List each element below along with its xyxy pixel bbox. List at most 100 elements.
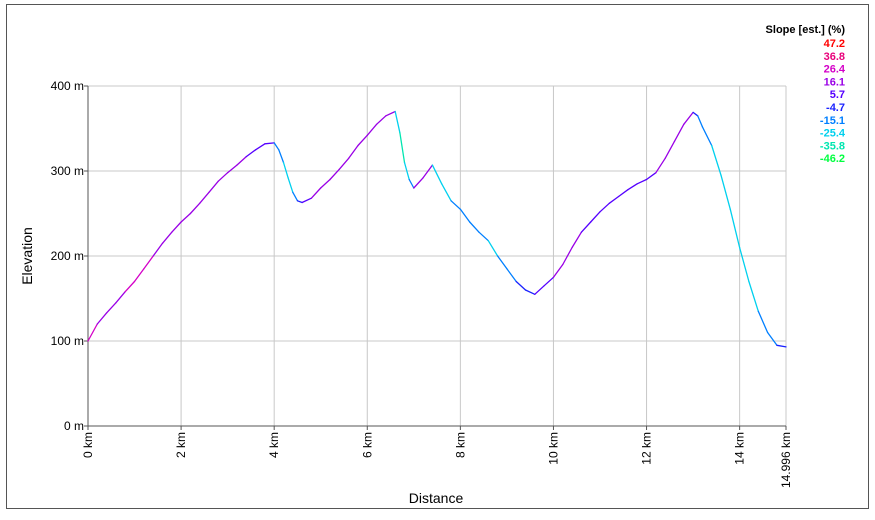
y-tick-label: 100 m bbox=[51, 334, 84, 348]
x-tick-label: 0 km bbox=[81, 432, 95, 458]
elevation-segment bbox=[413, 177, 424, 189]
elevation-segment bbox=[580, 221, 592, 233]
elevation-segment bbox=[208, 180, 219, 193]
slope-legend: Slope [est.] (%) 47.236.826.416.15.7-4.7… bbox=[766, 24, 846, 165]
elevation-segment bbox=[264, 142, 275, 145]
legend-entry: 47.2 bbox=[824, 38, 845, 50]
elevation-segment bbox=[245, 149, 257, 158]
legend-title: Slope [est.] (%) bbox=[766, 24, 846, 36]
elevation-segment bbox=[96, 312, 108, 325]
y-tick-label: 300 m bbox=[51, 164, 84, 178]
elevation-segment bbox=[408, 178, 415, 189]
legend-entry: -35.8 bbox=[820, 140, 845, 152]
elevation-segment bbox=[273, 142, 280, 151]
legend-entry: 36.8 bbox=[824, 51, 845, 63]
elevation-segment bbox=[236, 155, 247, 166]
elevation-segment bbox=[552, 263, 564, 278]
elevation-segment bbox=[450, 200, 462, 210]
elevation-segment bbox=[562, 246, 573, 266]
elevation-segment bbox=[711, 144, 722, 176]
legend-entry: -15.1 bbox=[820, 115, 845, 127]
elevation-segment bbox=[617, 189, 629, 198]
x-tick-label: 12 km bbox=[640, 432, 654, 465]
elevation-segment bbox=[105, 302, 117, 314]
elevation-segment bbox=[375, 115, 387, 125]
elevation-segment bbox=[278, 149, 285, 164]
y-tick-label: 0 m bbox=[64, 419, 84, 433]
legend-entry: -4.7 bbox=[826, 102, 845, 114]
elevation-segment bbox=[301, 197, 313, 204]
elevation-segment bbox=[496, 255, 508, 270]
y-tick-label: 200 m bbox=[51, 249, 84, 263]
elevation-segment bbox=[143, 255, 154, 270]
legend-entry: -46.2 bbox=[820, 153, 845, 165]
legend-entry: 26.4 bbox=[824, 64, 846, 76]
elevation-segment bbox=[599, 202, 610, 213]
elevation-segment bbox=[385, 110, 396, 117]
elevation-segment bbox=[115, 291, 126, 304]
elevation-segment bbox=[524, 289, 536, 295]
elevation-segment bbox=[180, 212, 192, 223]
elevation-segment bbox=[189, 202, 201, 215]
elevation-segment bbox=[645, 172, 657, 181]
elevation-segment bbox=[655, 157, 666, 174]
elevation-segment bbox=[720, 174, 731, 210]
elevation-line bbox=[87, 110, 787, 348]
elevation-segment bbox=[697, 115, 704, 128]
elevation-segment bbox=[543, 276, 555, 287]
elevation-segment bbox=[506, 268, 517, 283]
x-tick-label: 8 km bbox=[453, 432, 467, 458]
elevation-segment bbox=[664, 140, 676, 159]
elevation-segment bbox=[571, 231, 583, 249]
elevation-segment bbox=[124, 280, 136, 293]
elevation-segment bbox=[673, 123, 685, 142]
elevation-segment bbox=[534, 285, 545, 295]
elevation-segment bbox=[590, 211, 601, 223]
axes bbox=[84, 85, 787, 430]
x-tick-label: 4 km bbox=[267, 432, 281, 458]
elevation-segment bbox=[199, 191, 210, 204]
elevation-segment bbox=[683, 111, 694, 125]
y-tick-label: 400 m bbox=[51, 79, 84, 93]
y-axis-title: Elevation bbox=[19, 227, 35, 285]
elevation-segment bbox=[320, 178, 331, 189]
elevation-segment bbox=[152, 242, 164, 257]
x-tick-label: 10 km bbox=[546, 432, 560, 465]
elevation-segment bbox=[171, 221, 182, 233]
legend-entry: -25.4 bbox=[820, 128, 846, 140]
elevation-segment bbox=[254, 143, 266, 151]
elevation-segment bbox=[627, 183, 638, 191]
elevation-segment bbox=[338, 157, 350, 170]
x-tick-label: 2 km bbox=[174, 432, 188, 458]
elevation-segment bbox=[394, 110, 401, 134]
elevation-segment bbox=[478, 231, 489, 242]
elevation-segment bbox=[422, 164, 434, 179]
elevation-segment bbox=[329, 168, 340, 181]
elevation-segment bbox=[292, 191, 299, 202]
elevation-segment bbox=[287, 177, 294, 193]
elevation-segment bbox=[217, 172, 229, 182]
x-axis-title: Distance bbox=[409, 490, 464, 506]
elevation-segment bbox=[348, 144, 359, 159]
legend-entry: 16.1 bbox=[824, 76, 845, 88]
elevation-segment bbox=[757, 310, 769, 334]
elevation-segment bbox=[701, 126, 713, 147]
elevation-segment bbox=[366, 123, 378, 136]
elevation-segment bbox=[459, 208, 471, 223]
x-tick-label: 6 km bbox=[360, 432, 374, 458]
elevation-segment bbox=[296, 200, 303, 204]
elevation-segment bbox=[636, 178, 648, 185]
elevation-segment bbox=[226, 164, 238, 174]
elevation-segment bbox=[403, 161, 410, 181]
elevation-segment bbox=[692, 111, 699, 117]
elevation-segment bbox=[357, 134, 368, 147]
y-tick-labels: 0 m 100 m 200 m 300 m 400 m bbox=[51, 79, 84, 433]
elevation-segment bbox=[738, 246, 750, 283]
elevation-segment bbox=[729, 208, 741, 249]
elevation-segment bbox=[282, 161, 289, 179]
elevation-segment bbox=[608, 195, 620, 204]
elevation-segment bbox=[310, 187, 322, 199]
elevation-segment bbox=[441, 183, 452, 202]
elevation-segment bbox=[515, 280, 527, 291]
